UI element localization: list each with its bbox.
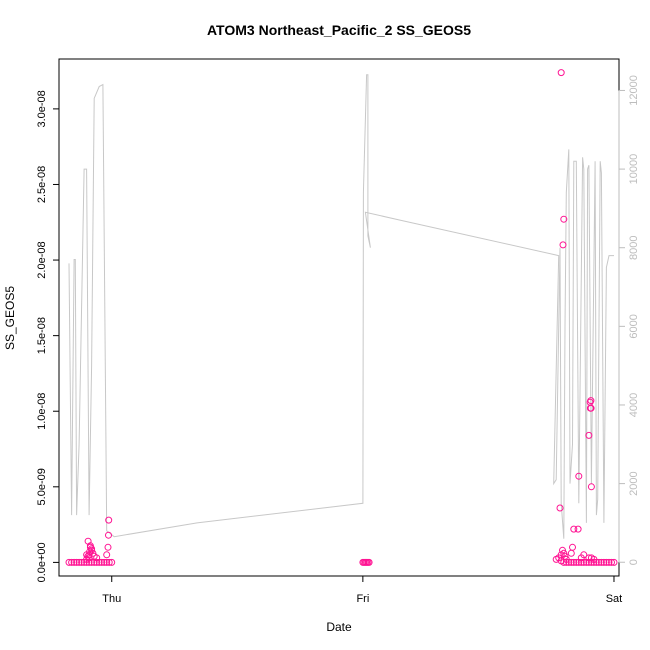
data-point [587, 483, 595, 491]
data-point [68, 558, 76, 566]
y-axis: 0.0e+00 5.0e-09 1.0e-08 1.5e-08 2.0e-08 2.5e-… [36, 90, 60, 582]
data-point [103, 558, 111, 566]
y2-axis: 0 2000 4000 6000 8000 10000 12000 [618, 75, 640, 565]
data-point [587, 404, 595, 412]
y2-tick-label: 8000 [628, 235, 640, 259]
y2-tick-label: 2000 [628, 471, 640, 495]
data-point [103, 551, 111, 559]
data-point [560, 215, 568, 223]
x-axis-label: Date [326, 620, 352, 634]
y-tick-label: 3.0e-08 [36, 90, 48, 127]
y-tick-label: 2.5e-08 [36, 166, 48, 203]
data-point [602, 558, 610, 566]
data-point [65, 558, 73, 566]
y-tick-label: 5.0e-09 [36, 468, 48, 505]
data-point [108, 558, 116, 566]
data-point [587, 397, 595, 405]
y-tick-label: 2.0e-08 [36, 241, 48, 278]
data-point [600, 558, 608, 566]
data-point [608, 558, 615, 566]
data-point [93, 554, 101, 562]
data-point [557, 69, 565, 77]
data-point [562, 555, 570, 563]
y2-tick-label: 0 [628, 559, 640, 565]
y2-tick-label: 10000 [628, 154, 640, 185]
data-point [570, 558, 578, 566]
x-tick-label: Thu [102, 593, 121, 605]
data-point [590, 555, 598, 563]
data-point [88, 545, 96, 553]
y-tick-label: 1.0e-08 [36, 393, 48, 430]
data-point [75, 558, 83, 566]
data-point [569, 543, 576, 551]
data-point [574, 525, 582, 533]
y2-tick-label: 12000 [628, 75, 640, 106]
plot-area-frame [58, 58, 620, 577]
x-axis: Thu Fri Sat [102, 575, 623, 605]
data-point [561, 552, 569, 560]
data-point [78, 558, 86, 566]
x-tick-label: Fri [356, 593, 369, 605]
altitude-line [68, 74, 614, 539]
y-tick-label: 0.0e+00 [36, 542, 48, 582]
data-point [567, 558, 575, 566]
data-point [585, 431, 593, 439]
y2-tick-label: 6000 [628, 314, 640, 338]
data-point [98, 558, 106, 566]
chart-title: ATOM3 Northeast_Pacific_2 SS_GEOS5 [207, 22, 471, 38]
data-point [105, 558, 113, 566]
data-point [597, 558, 605, 566]
altitude-layer [68, 74, 614, 539]
data-point [595, 558, 603, 566]
data-point [104, 543, 112, 551]
points-layer [65, 69, 618, 566]
data-point [572, 558, 580, 566]
data-point [610, 558, 618, 566]
x-tick-label: Sat [606, 593, 623, 605]
y2-tick-label: 4000 [628, 393, 640, 417]
data-point [100, 558, 108, 566]
data-point [605, 558, 613, 566]
data-point [556, 504, 564, 512]
data-point [365, 558, 373, 566]
data-point [105, 516, 113, 524]
data-point [559, 241, 567, 249]
data-point [567, 549, 575, 557]
data-point [83, 551, 91, 559]
data-point [105, 531, 112, 539]
y-axis-label: SS_GEOS5 [3, 286, 17, 350]
data-point [93, 558, 101, 566]
data-point [570, 525, 578, 533]
data-point [577, 558, 585, 566]
data-point [70, 558, 78, 566]
data-point [580, 551, 588, 559]
data-point [73, 558, 81, 566]
data-point [575, 472, 583, 480]
y-tick-label: 1.5e-08 [36, 317, 48, 354]
data-point [585, 554, 593, 562]
